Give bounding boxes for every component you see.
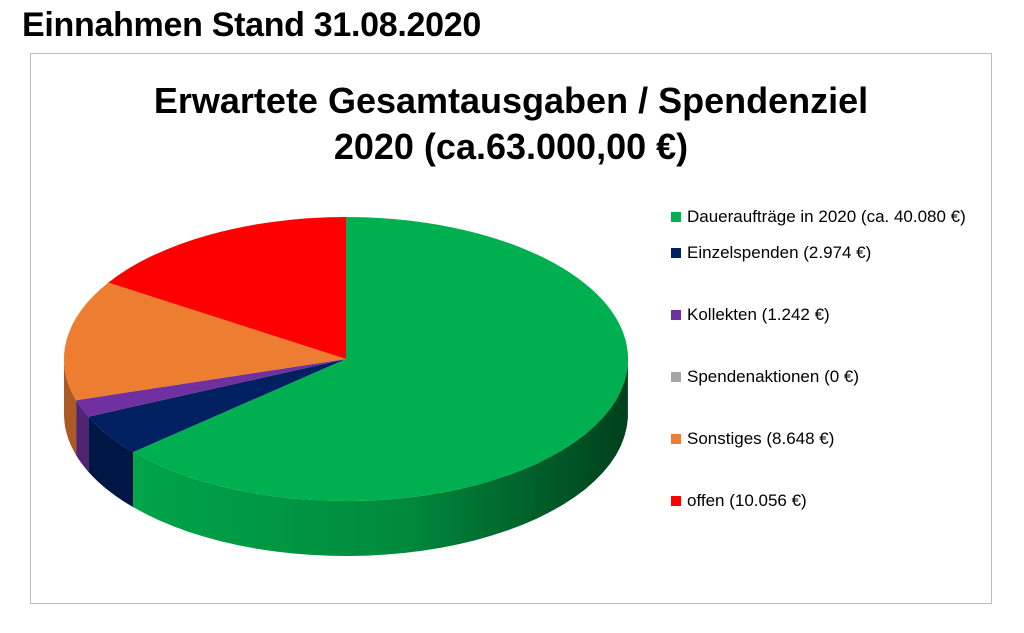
legend-swatch <box>671 310 681 320</box>
pie-chart <box>63 216 629 556</box>
chart-title-line-2: 2020 (ca.63.000,00 €) <box>333 126 689 167</box>
pie-side-2 <box>76 400 89 472</box>
pie-slice-2 <box>76 359 346 417</box>
pie-slice-0 <box>133 216 629 501</box>
pie-side-4 <box>64 360 77 456</box>
legend-label: Spendenaktionen (0 €) <box>687 367 860 386</box>
legend-swatch <box>671 434 681 444</box>
legend-item-sonstiges: Sonstiges (8.648 €) <box>671 426 981 452</box>
legend-item-einzelspenden: Einzelspenden (2.974 €) <box>671 240 981 266</box>
legend-label: Einzelspenden (2.974 €) <box>687 243 872 262</box>
legend-swatch <box>671 212 681 222</box>
legend-swatch <box>671 248 681 258</box>
legend: Daueraufträge in 2020 (ca. 40.080 €) Ein… <box>671 204 981 550</box>
legend-label: Daueraufträge in 2020 (ca. 40.080 €) <box>687 207 966 226</box>
chart-title-line-1: Erwartete Gesamtausgaben / Spendenziel <box>153 80 869 121</box>
legend-label: Kollekten (1.242 €) <box>687 305 830 324</box>
pie-side-0 <box>133 363 628 556</box>
legend-swatch <box>671 496 681 506</box>
legend-label: Sonstiges (8.648 €) <box>687 429 835 448</box>
pie-side-1 <box>88 416 134 508</box>
pie-slice-4 <box>63 282 347 401</box>
pie-slice-5 <box>108 217 346 359</box>
legend-item-dauerauftraege: Daueraufträge in 2020 (ca. 40.080 €) <box>671 204 981 230</box>
legend-item-offen: offen (10.056 €) <box>671 488 981 514</box>
legend-item-kollekten: Kollekten (1.242 €) <box>671 302 981 328</box>
chart-frame: Erwartete Gesamtausgaben / Spendenziel 2… <box>30 53 992 604</box>
legend-item-spendenaktionen: Spendenaktionen (0 €) <box>671 364 981 390</box>
page-heading: Einnahmen Stand 31.08.2020 <box>22 6 481 44</box>
pie-slice-1 <box>88 359 347 453</box>
legend-swatch <box>671 372 681 382</box>
legend-label: offen (10.056 €) <box>687 491 807 510</box>
chart-title: Erwartete Gesamtausgaben / Spendenziel 2… <box>31 78 991 170</box>
